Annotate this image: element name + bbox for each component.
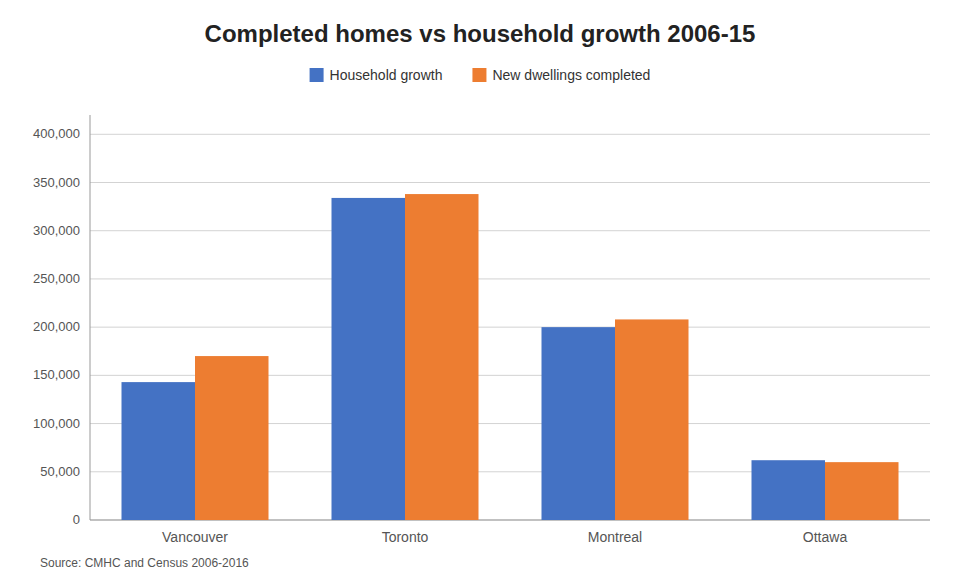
x-axis: Vancouver Toronto Montreal Ottawa (162, 529, 847, 545)
chart: Completed homes vs household growth 2006… (0, 0, 960, 581)
bar (752, 460, 826, 520)
bar (825, 462, 899, 520)
grid-line (90, 327, 930, 328)
page: {"chart_data": {"type": "bar", "title": … (0, 0, 960, 581)
y-tick-label: 50,000 (40, 464, 80, 479)
y-axis-line (90, 115, 91, 520)
x-tick-label: Toronto (382, 529, 429, 545)
grid-line (90, 182, 930, 183)
legend-label: Household growth (330, 67, 443, 83)
legend: Household growth New dwellings completed (310, 67, 651, 83)
y-tick-label: 150,000 (33, 367, 80, 382)
y-tick-label: 350,000 (33, 175, 80, 190)
legend-item: New dwellings completed (472, 67, 650, 83)
y-tick-label: 200,000 (33, 319, 80, 334)
y-tick-label: 400,000 (33, 126, 80, 141)
y-tick-label: 250,000 (33, 271, 80, 286)
x-tick-label: Ottawa (803, 529, 848, 545)
bars (122, 194, 899, 520)
grid-line (90, 230, 930, 231)
title: Completed homes vs household growth 2006… (205, 20, 756, 47)
bar (332, 198, 406, 520)
y-tick-label: 0 (73, 512, 80, 527)
x-tick-label: Vancouver (162, 529, 228, 545)
source: Source: CMHC and Census 2006-2016 (40, 556, 249, 570)
x-tick-label: Montreal (588, 529, 642, 545)
legend-label: New dwellings completed (492, 67, 650, 83)
bar (195, 356, 269, 520)
y-tick-label: 100,000 (33, 416, 80, 431)
grid-line (90, 134, 930, 135)
bar (122, 382, 196, 520)
legend-swatch (472, 68, 486, 82)
bar (542, 327, 616, 520)
y-axis: 0 50,000 100,000 150,000 200,000 250,000 300,0… (33, 115, 930, 527)
legend-item: Household growth (310, 67, 443, 83)
bar (405, 194, 479, 520)
y-tick-label: 300,000 (33, 223, 80, 238)
legend-swatch (310, 68, 324, 82)
bar (615, 319, 689, 520)
grid-line (90, 278, 930, 279)
